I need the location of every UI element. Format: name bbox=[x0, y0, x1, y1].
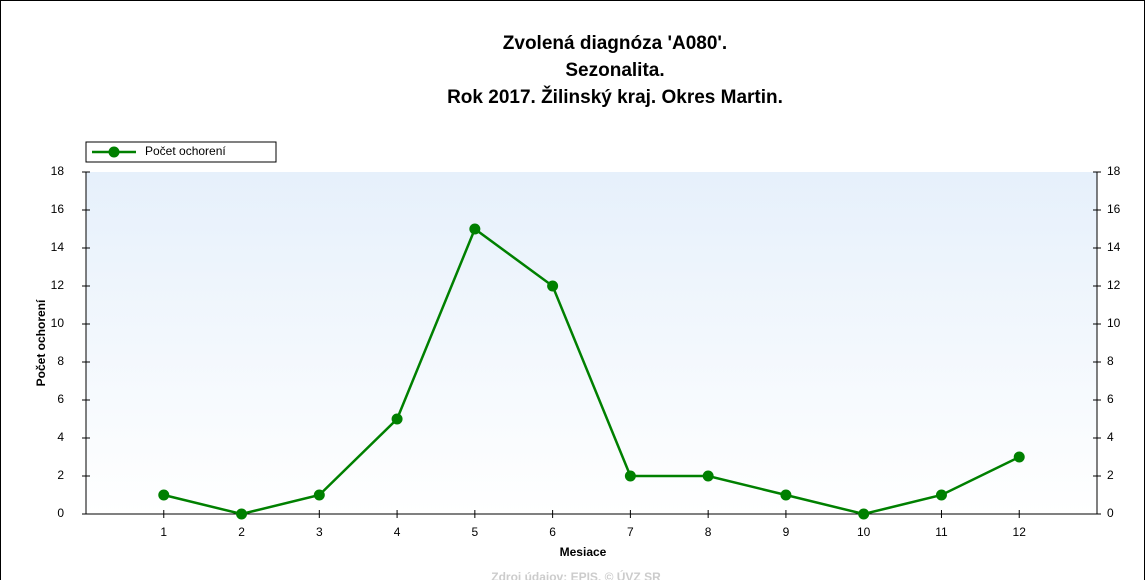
y2-tick-label: 4 bbox=[1107, 430, 1114, 444]
series-line bbox=[163, 227, 1020, 516]
y2-tick-label: 14 bbox=[1107, 240, 1121, 254]
data-point bbox=[236, 508, 248, 520]
data-point bbox=[624, 470, 636, 482]
x-axis-label: Mesiace bbox=[560, 545, 607, 559]
x-tick-label: 3 bbox=[316, 525, 323, 539]
data-point bbox=[780, 489, 792, 501]
x-tick-label: 2 bbox=[238, 525, 245, 539]
y-tick-label: 10 bbox=[51, 316, 65, 330]
source: Zdroj údajov: EPIS, © ÚVZ SR bbox=[491, 569, 661, 580]
data-point bbox=[702, 470, 714, 482]
data-point bbox=[313, 489, 325, 501]
y2-tick-label: 10 bbox=[1107, 316, 1121, 330]
y2-tick-label: 8 bbox=[1107, 354, 1114, 368]
y-axis-label: Počet ochorení bbox=[34, 299, 48, 386]
x-tick-label: 1 bbox=[160, 525, 167, 539]
y-tick-label: 0 bbox=[57, 506, 64, 520]
y2-tick-label: 2 bbox=[1107, 468, 1114, 482]
chart-title: Sezonalita. bbox=[565, 60, 664, 81]
data-point bbox=[391, 413, 403, 425]
y-tick-label: 4 bbox=[57, 430, 64, 444]
x-tick-label: 7 bbox=[627, 525, 634, 539]
y2-tick-label: 0 bbox=[1107, 506, 1114, 520]
legend-marker bbox=[108, 146, 120, 158]
y-tick-label: 14 bbox=[51, 240, 65, 254]
data-point bbox=[858, 508, 870, 520]
data-point bbox=[158, 489, 170, 501]
data-point bbox=[935, 489, 947, 501]
y-tick-label: 12 bbox=[51, 278, 65, 292]
x-tick-label: 9 bbox=[783, 525, 790, 539]
chart-title: Zvolená diagnóza 'A080'. bbox=[503, 33, 727, 54]
x-tick-label: 5 bbox=[472, 525, 479, 539]
x-tick-label: 12 bbox=[1013, 525, 1027, 539]
chart-title: Rok 2017. Žilinský kraj. Okres Martin. bbox=[447, 86, 783, 108]
y2-tick-label: 12 bbox=[1107, 278, 1121, 292]
y-tick-label: 8 bbox=[57, 354, 64, 368]
y-tick-label: 6 bbox=[57, 392, 64, 406]
legend-label: Počet ochorení bbox=[145, 144, 226, 158]
x-tick-label: 6 bbox=[549, 525, 556, 539]
x-tick-label: 4 bbox=[394, 525, 401, 539]
y2-tick-label: 6 bbox=[1107, 392, 1114, 406]
x-tick-label: 10 bbox=[857, 525, 871, 539]
y2-tick-label: 18 bbox=[1107, 164, 1121, 178]
plot-area bbox=[86, 172, 1097, 514]
y2-tick-label: 16 bbox=[1107, 202, 1121, 216]
y-tick-label: 2 bbox=[57, 468, 64, 482]
x-tick-label: 11 bbox=[935, 525, 948, 539]
data-point bbox=[1013, 451, 1025, 463]
y-tick-label: 18 bbox=[51, 164, 65, 178]
x-tick-label: 8 bbox=[705, 525, 712, 539]
data-point bbox=[469, 223, 481, 235]
y-tick-label: 16 bbox=[51, 202, 65, 216]
data-point bbox=[547, 280, 559, 292]
legend-box bbox=[85, 141, 277, 163]
